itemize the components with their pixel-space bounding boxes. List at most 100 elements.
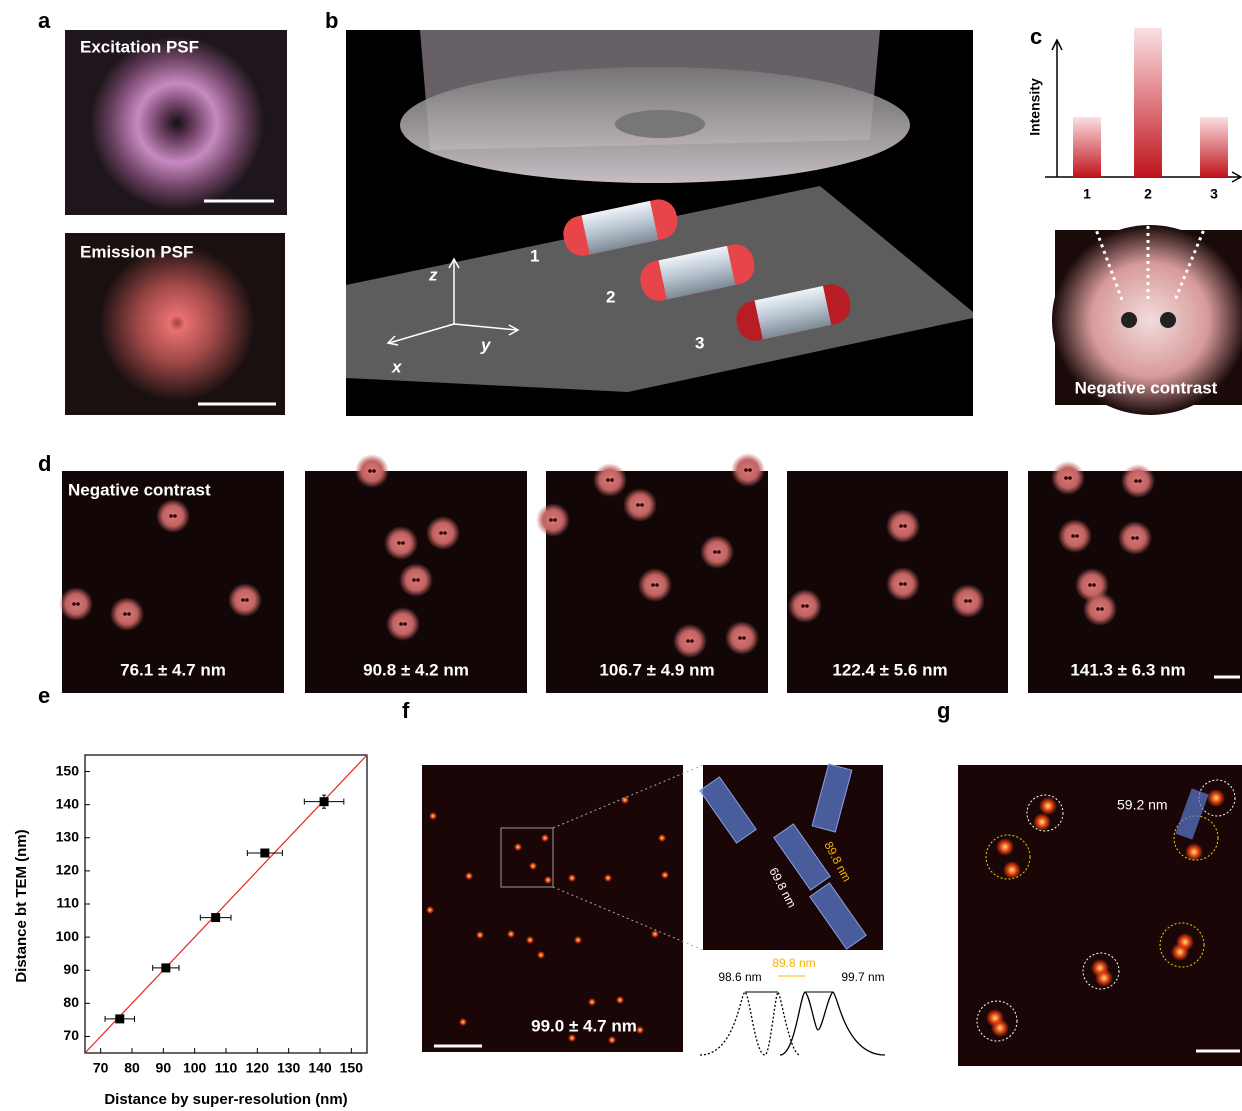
- dark-spot: [717, 550, 721, 554]
- dark-spot: [127, 612, 131, 616]
- excitation-psf: [89, 35, 265, 211]
- dark-spot: [903, 524, 907, 528]
- spot: [1171, 943, 1189, 961]
- dark-spot: [245, 598, 249, 602]
- category-label: 2: [1144, 186, 1152, 202]
- dark-spot: [403, 622, 407, 626]
- dark-spot: [368, 469, 372, 473]
- dark-spot: [1135, 536, 1139, 540]
- psf-spot: [110, 597, 144, 631]
- spot: [476, 931, 484, 939]
- axis-name: x: [391, 357, 403, 376]
- dark-spot: [903, 582, 907, 586]
- y-tick-label: 110: [56, 895, 79, 911]
- dark-spot: [553, 518, 557, 522]
- psf-spot: [638, 568, 672, 602]
- image-caption: Negative contrast: [68, 480, 211, 499]
- x-tick-label: 120: [246, 1060, 270, 1076]
- psf-spot: [673, 624, 707, 658]
- distance-label: 76.1 ± 4.7 nm: [120, 660, 226, 679]
- distance-annotation: 89.8 nm: [772, 956, 815, 970]
- psf-spot: [1118, 521, 1152, 555]
- image-row: [59, 453, 1242, 693]
- dark-spot: [713, 550, 717, 554]
- spot: [514, 843, 522, 851]
- spot: [588, 998, 596, 1006]
- dark-spot: [1075, 534, 1079, 538]
- dark-spot: [397, 541, 401, 545]
- spot: [1185, 843, 1203, 861]
- spot: [604, 874, 612, 882]
- psf-spot: [384, 526, 418, 560]
- dark-spot: [636, 503, 640, 507]
- distance-annotation: 99.7 nm: [841, 970, 884, 984]
- psf-spot: [593, 463, 627, 497]
- dark-spot: [805, 604, 809, 608]
- spot: [568, 874, 576, 882]
- y-tick-label: 100: [56, 928, 80, 944]
- psf-spot: [536, 503, 570, 537]
- dark-spot: [123, 612, 127, 616]
- dark-spot: [372, 469, 376, 473]
- spot: [465, 872, 473, 880]
- spot: [661, 871, 669, 879]
- dark-spot: [72, 602, 76, 606]
- panel-label: e: [38, 683, 50, 708]
- psf-spot: [886, 567, 920, 601]
- spot: [616, 996, 624, 1004]
- dark-spot: [899, 524, 903, 528]
- spot: [507, 930, 515, 938]
- psf-spot: [1058, 519, 1092, 553]
- distance-label: 90.8 ± 4.2 nm: [363, 660, 469, 679]
- psf-spot: [399, 563, 433, 597]
- psf-spot: [788, 589, 822, 623]
- dark-spot: [439, 531, 443, 535]
- spot: [541, 834, 549, 842]
- dark-spot: [169, 514, 173, 518]
- point: [161, 963, 170, 972]
- dark-spot: [76, 602, 80, 606]
- dark-spot: [412, 578, 416, 582]
- category-label: 3: [1210, 186, 1218, 202]
- dark-spot: [173, 514, 177, 518]
- spot: [429, 812, 437, 820]
- spot: [991, 1019, 1009, 1037]
- distance-annotation: 98.6 nm: [718, 970, 761, 984]
- dark-spot: [443, 531, 447, 535]
- spot: [459, 1018, 467, 1026]
- spot: [608, 1036, 616, 1044]
- schematic-bar: [1200, 117, 1228, 177]
- x-tick-label: 100: [183, 1060, 207, 1076]
- psf-spot: [1121, 464, 1155, 498]
- dark-spot: [748, 468, 752, 472]
- y-tick-label: 90: [63, 961, 79, 977]
- figure: a Excitation PSF Emission PSF b 1 2 3 z …: [0, 0, 1242, 1111]
- y-tick-label: 130: [56, 828, 80, 844]
- psf-spot: [386, 607, 420, 641]
- psf-spot: [725, 621, 759, 655]
- dark-spot: [968, 599, 972, 603]
- distance-label: 106.7 ± 4.9 nm: [599, 660, 714, 679]
- spot: [529, 862, 537, 870]
- psf-spot: [426, 516, 460, 550]
- dark-spot: [1096, 607, 1100, 611]
- psf-spot: [731, 453, 765, 487]
- dark-spot: [416, 578, 420, 582]
- dark-spot: [744, 468, 748, 472]
- axis-name: z: [428, 265, 438, 284]
- spot: [996, 838, 1014, 856]
- x-axis-title: Distance by super-resolution (nm): [104, 1091, 347, 1108]
- spot: [1039, 797, 1057, 815]
- category-label: 1: [1083, 186, 1091, 202]
- dark-spot: [610, 478, 614, 482]
- dark-spot: [399, 622, 403, 626]
- dark-spot: [241, 598, 245, 602]
- x-tick-label: 70: [93, 1060, 109, 1076]
- distance-label: 141.3 ± 6.3 nm: [1070, 660, 1185, 679]
- dark-spot: [1092, 583, 1096, 587]
- spot: [537, 951, 545, 959]
- psf-spot: [886, 509, 920, 543]
- dark-spot: [742, 636, 746, 640]
- psf-spot: [228, 583, 262, 617]
- dark-spot: [1121, 312, 1137, 328]
